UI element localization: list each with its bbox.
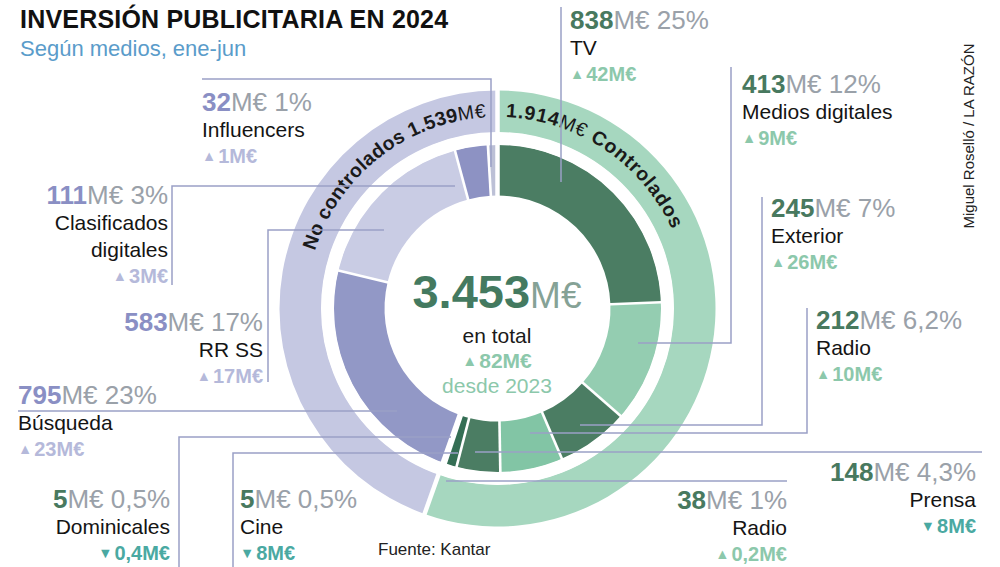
- segment-share: M€ 7%: [814, 193, 895, 223]
- segment-value: 38: [677, 485, 706, 515]
- segment-share: M€ 6,2%: [859, 305, 962, 335]
- segment-name: Exterior: [771, 222, 895, 249]
- total-unit: M€: [530, 275, 581, 316]
- up-triangle-icon: ▲: [202, 148, 216, 164]
- label-value-line: 38M€ 1%: [677, 486, 787, 514]
- segment-name: Clasificados: [47, 209, 168, 236]
- segment-value: 148: [830, 457, 873, 487]
- label-exterior: 245M€ 7%Exterior▲26M€: [771, 194, 895, 276]
- segment-divider: [499, 415, 500, 478]
- segment-name: Radio: [677, 514, 787, 541]
- label-value-line: 32M€ 1%: [202, 88, 312, 116]
- segment-delta: ▲10M€: [816, 361, 962, 388]
- segment-name: RR SS: [124, 336, 263, 363]
- segment-share: M€ 3%: [87, 180, 168, 210]
- label-rr-ss: 583M€ 17%RR SS▲17M€: [124, 308, 263, 390]
- segment-value: 5: [53, 484, 67, 514]
- label-value-line: 413M€ 12%: [742, 70, 893, 98]
- segment-name: Radio: [816, 334, 962, 361]
- label-value-line: 838M€ 25%: [570, 6, 709, 34]
- label-value-line: 583M€ 17%: [124, 308, 263, 336]
- label-tv: 838M€ 25%TV▲42M€: [570, 6, 709, 88]
- segment-share: M€ 1%: [231, 87, 312, 117]
- label-value-line: 245M€ 7%: [771, 194, 895, 222]
- segment-value: 795: [18, 380, 61, 410]
- label-clasificados-digitales: 111M€ 3%Clasificadosdigitales▲3M€: [47, 181, 168, 290]
- up-triangle-icon: ▲: [113, 268, 127, 284]
- segment-share: M€ 0,5%: [254, 484, 357, 514]
- segment-value: 212: [816, 305, 859, 335]
- down-triangle-icon: ▼: [98, 545, 112, 561]
- total-caption: en total: [412, 323, 581, 348]
- down-triangle-icon: ▼: [921, 518, 935, 534]
- label-radio: 212M€ 6,2%Radio▲10M€: [816, 306, 962, 388]
- label-dominicales: 5M€ 0,5%Dominicales▼0,4M€: [53, 485, 170, 567]
- segment-name: Influencers: [202, 116, 312, 143]
- label-value-line: 148M€ 4,3%: [830, 458, 976, 486]
- total-since: desde 2023: [412, 373, 581, 398]
- segment-delta: ▼8M€: [240, 540, 357, 567]
- label-influencers: 32M€ 1%Influencers▲1M€: [202, 88, 312, 170]
- segment-share: M€ 0,5%: [67, 484, 170, 514]
- segment-name: Cine: [240, 513, 357, 540]
- label-prensa: 148M€ 4,3%Prensa▼8M€: [830, 458, 976, 540]
- up-triangle-icon: ▲: [462, 352, 477, 369]
- segment-value: 111: [47, 180, 88, 210]
- segment-name: Dominicales: [53, 513, 170, 540]
- up-triangle-icon: ▲: [816, 366, 830, 382]
- up-triangle-icon: ▲: [197, 368, 211, 384]
- segment-value: 32: [202, 87, 231, 117]
- label-cine: 5M€ 0,5%Cine▼8M€: [240, 485, 357, 567]
- segment-share: M€ 1%: [706, 485, 787, 515]
- up-triangle-icon: ▲: [742, 130, 756, 146]
- label-medios-digitales: 413M€ 12%Medios digitales▲9M€: [742, 70, 893, 152]
- donut-center-total: 3.453M€ en total ▲82M€ desde 2023: [412, 272, 581, 398]
- segment-delta: ▲17M€: [124, 363, 263, 390]
- segment-name: digitales: [47, 236, 168, 263]
- segment-share: M€ 25%: [613, 5, 708, 35]
- segment-delta: ▲42M€: [570, 61, 709, 88]
- segment-name: Prensa: [830, 486, 976, 513]
- segment-name: Medios digitales: [742, 98, 893, 125]
- segment-delta: ▲23M€: [18, 436, 157, 463]
- total-delta: ▲82M€: [412, 348, 581, 373]
- segment-name: Búsqueda: [18, 409, 157, 436]
- label-value-line: 212M€ 6,2%: [816, 306, 962, 334]
- segment-value: 413: [742, 69, 785, 99]
- segment-name: TV: [570, 34, 709, 61]
- segment-share: M€ 4,3%: [873, 457, 976, 487]
- up-triangle-icon: ▲: [715, 546, 729, 562]
- label-value-line: 5M€ 0,5%: [53, 485, 170, 513]
- segment-share: M€ 12%: [785, 69, 880, 99]
- label-value-line: 111M€ 3%: [47, 181, 168, 209]
- segment-value: 5: [240, 484, 254, 514]
- segment-value: 245: [771, 193, 814, 223]
- up-triangle-icon: ▲: [18, 441, 32, 457]
- label-value-line: 5M€ 0,5%: [240, 485, 357, 513]
- down-triangle-icon: ▼: [240, 545, 254, 561]
- segment-delta: ▲9M€: [742, 125, 893, 152]
- segment-value: 838: [570, 5, 613, 35]
- segment-delta: ▼8M€: [830, 513, 976, 540]
- segment-delta: ▲26M€: [771, 249, 895, 276]
- segment-share: M€ 17%: [168, 307, 263, 337]
- up-triangle-icon: ▲: [570, 66, 584, 82]
- label-busqueda: 795M€ 23%Búsqueda▲23M€: [18, 381, 157, 463]
- segment-delta: ▲3M€: [47, 263, 168, 290]
- up-triangle-icon: ▲: [771, 254, 785, 270]
- label-radio-38: 38M€ 1%Radio▲0,2M€: [677, 486, 787, 567]
- segment-delta: ▲1M€: [202, 143, 312, 170]
- segment-delta: ▲0,2M€: [677, 541, 787, 567]
- segment-delta: ▼0,4M€: [53, 540, 170, 567]
- segment-value: 583: [124, 307, 167, 337]
- total-value: 3.453: [412, 265, 530, 318]
